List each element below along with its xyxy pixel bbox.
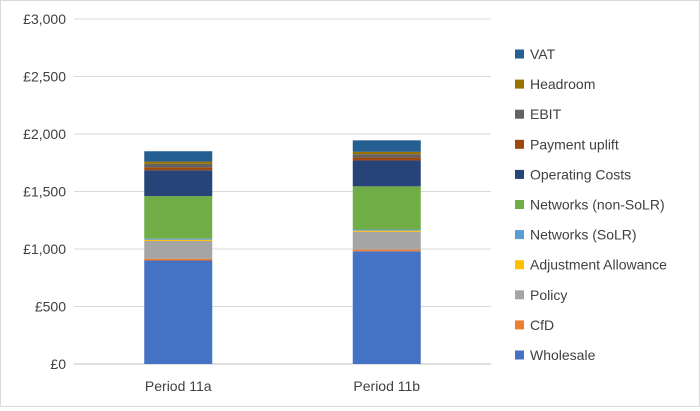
bar-segment-policy	[144, 240, 213, 259]
legend-label: Operating Costs	[530, 166, 631, 182]
legend-label: Policy	[530, 287, 567, 303]
legend-label: Payment uplift	[530, 136, 619, 152]
y-tick-label: £1,000	[23, 241, 66, 257]
legend-label: Adjustment Allowance	[530, 257, 667, 273]
bar-segment-adjustment-allowance	[144, 239, 213, 241]
x-tick-label: Period 11b	[353, 378, 420, 394]
legend-swatch	[515, 230, 524, 240]
bar-segment-networks-solr	[144, 238, 213, 240]
y-tick-label: £0	[50, 356, 66, 372]
bar-segment-networks-non-solr	[352, 186, 421, 230]
bar-segment-operating-costs	[144, 170, 213, 197]
legend-swatch	[515, 290, 524, 300]
bar-segment-vat	[144, 151, 213, 162]
bar-segment-ebit	[144, 163, 213, 168]
legend-label: Networks (SoLR)	[530, 227, 637, 243]
bar-segment-policy	[352, 231, 421, 250]
bar-segment-cfd	[352, 249, 421, 252]
bar-segment-wholesale	[144, 260, 213, 364]
bar-segment-headroom	[352, 151, 421, 155]
legend-label: EBIT	[530, 106, 562, 122]
y-tick-label: £2,500	[23, 69, 66, 85]
legend-label: Networks (non-SoLR)	[530, 197, 665, 213]
legend-label: VAT	[530, 46, 556, 62]
legend-swatch	[515, 139, 524, 149]
bar-segment-adjustment-allowance	[352, 230, 421, 232]
bar-segment-wholesale	[352, 251, 421, 364]
y-tick-label: £1,500	[23, 184, 66, 200]
y-tick-label: £2,000	[23, 126, 66, 142]
legend-swatch	[515, 350, 524, 360]
legend-swatch	[515, 320, 524, 330]
legend-swatch	[515, 49, 524, 59]
bar-segment-headroom	[144, 161, 213, 164]
legend-swatch	[515, 109, 524, 119]
bar-segment-ebit	[352, 154, 421, 158]
y-tick-label: £3,000	[23, 11, 66, 27]
bar-segment-payment-uplift	[352, 157, 421, 161]
x-tick-label: Period 11a	[145, 378, 212, 394]
bar-segment-vat	[352, 140, 421, 152]
legend-label: Headroom	[530, 76, 595, 92]
legend-label: CfD	[530, 317, 554, 333]
legend-swatch	[515, 200, 524, 209]
bar-segment-networks-non-solr	[144, 196, 213, 239]
legend-swatch	[515, 79, 524, 89]
bar-segment-payment-uplift	[144, 167, 213, 171]
bar-segment-cfd	[144, 258, 213, 261]
legend-swatch	[515, 169, 524, 179]
y-tick-label: £500	[35, 299, 66, 315]
bar-segment-networks-solr	[352, 229, 421, 231]
legend-label: Wholesale	[530, 347, 596, 363]
bar-segment-operating-costs	[352, 160, 421, 187]
legend-swatch	[515, 260, 524, 270]
